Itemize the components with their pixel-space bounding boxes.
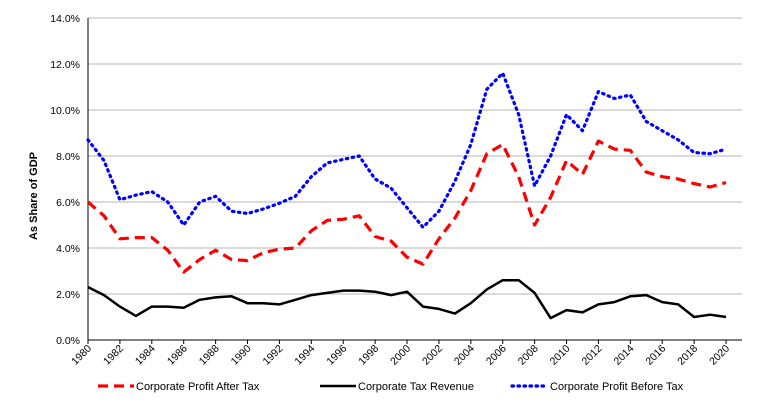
x-tick-label: 1990 — [229, 343, 254, 368]
y-tick-label: 10.0% — [50, 105, 80, 117]
x-tick-label: 2018 — [675, 343, 700, 368]
x-tick-label: 1982 — [101, 343, 126, 368]
axes — [87, 18, 742, 344]
x-tick-label: 1994 — [292, 343, 317, 368]
x-tick-label: 2008 — [516, 343, 541, 368]
y-tick-label: 2.0% — [56, 289, 80, 301]
legend-label: Corporate Tax Revenue — [358, 381, 474, 393]
x-tick-label: 2002 — [420, 343, 445, 368]
x-tick-label: 2014 — [611, 343, 636, 368]
y-tick-labels: 0.0% 2.0% 4.0% 6.0% 8.0% 10.0% 12.0% 14.0% — [50, 13, 80, 347]
x-tick-label: 2016 — [643, 343, 668, 368]
legend-label: Corporate Profit After Tax — [136, 381, 260, 393]
y-axis-label: As Share of GDP — [28, 152, 40, 240]
x-tick-label: 2020 — [707, 343, 732, 368]
y-tick-label: 14.0% — [50, 13, 80, 25]
x-tick-labels: 1980 1982 1984 1986 1988 1990 1992 1994 1996 1998… — [69, 343, 732, 368]
x-tick-label: 1986 — [165, 343, 190, 368]
legend: Corporate Profit After Tax Corporate Tax … — [98, 381, 684, 393]
series-line-2 — [87, 278, 727, 320]
legend-label: Corporate Profit Before Tax — [550, 381, 684, 393]
x-tick-label: 1998 — [356, 343, 381, 368]
x-tick-label: 1992 — [261, 343, 286, 368]
x-tick-label: 2006 — [484, 343, 509, 368]
x-tick-label: 2012 — [580, 343, 605, 368]
series-line-3 — [86, 71, 728, 229]
y-tick-label: 6.0% — [56, 197, 80, 209]
x-tick-label: 2004 — [452, 343, 477, 368]
gridlines — [88, 17, 742, 295]
x-tick-label: 2000 — [388, 343, 413, 368]
x-tick-label: 1996 — [324, 343, 349, 368]
series-lines — [86, 71, 728, 320]
y-tick-label: 4.0% — [56, 243, 80, 255]
y-tick-label: 8.0% — [56, 151, 80, 163]
x-tick-label: 1984 — [133, 343, 158, 368]
x-tick-label: 2010 — [548, 343, 573, 368]
series-line-1 — [86, 139, 727, 274]
y-tick-label: 12.0% — [50, 59, 80, 71]
x-tick-label: 1988 — [197, 343, 222, 368]
y-tick-label: 0.0% — [56, 335, 80, 347]
